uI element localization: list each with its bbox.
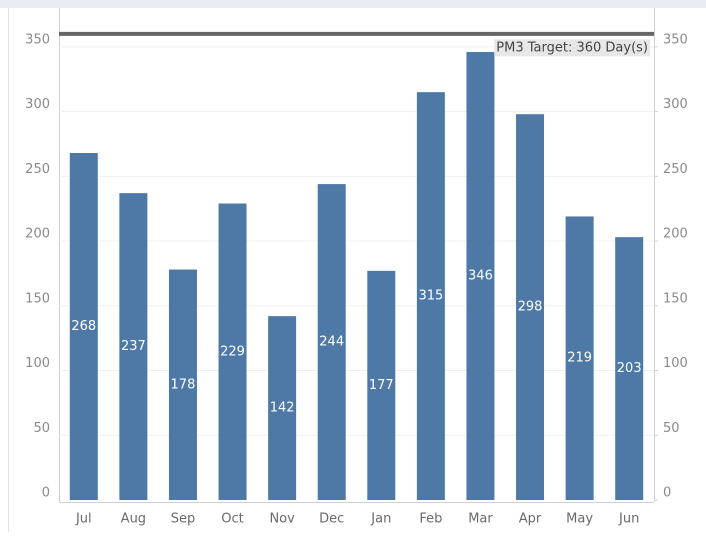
y-tick-label: 250 [25, 162, 50, 177]
bar [565, 216, 594, 500]
x-tick-label: Aug [121, 512, 146, 527]
data-label: 219 [567, 351, 592, 366]
data-label: 142 [270, 401, 295, 416]
data-label: 177 [369, 378, 394, 393]
target-label: PM3 Target: 360 Day(s) [496, 40, 648, 55]
data-label: 315 [418, 289, 443, 304]
bar [615, 237, 644, 500]
data-label: 229 [220, 344, 245, 359]
y-tick-label: 150 [25, 291, 50, 306]
data-label: 203 [617, 361, 642, 376]
y2-tick-label: 150 [663, 291, 688, 306]
bar [466, 52, 495, 500]
bar [516, 114, 545, 500]
y2-tick-label: 300 [663, 97, 688, 112]
target-label-bg [494, 39, 650, 57]
y2-tick-label: 350 [663, 32, 688, 47]
y2-tick-label: 100 [663, 356, 688, 371]
y2-tick-label: 50 [663, 421, 680, 436]
x-tick-label: May [566, 512, 593, 527]
y2-tick-label: 200 [663, 227, 688, 242]
y-tick-label: 50 [33, 421, 50, 436]
y2-tick-label: 0 [663, 486, 671, 501]
bar [69, 153, 98, 500]
y-tick-label: 200 [25, 227, 50, 242]
x-tick-label: Dec [319, 512, 344, 527]
x-tick-label: Jul [75, 512, 92, 527]
bar [168, 269, 197, 500]
y2-tick-label: 250 [663, 162, 688, 177]
y-tick-label: 0 [42, 486, 50, 501]
x-tick-label: Mar [468, 512, 493, 527]
data-label: 268 [71, 319, 96, 334]
x-tick-label: Feb [419, 512, 442, 527]
x-tick-label: Apr [519, 512, 542, 527]
x-tick-label: Jun [618, 512, 639, 527]
top-band [0, 0, 706, 8]
x-tick-label: Nov [269, 512, 295, 527]
y-tick-label: 300 [25, 97, 50, 112]
data-label: 346 [468, 269, 493, 284]
bar [416, 92, 445, 500]
bar [218, 203, 247, 501]
target-annotation: PM3 Target: 360 Day(s) [494, 39, 650, 57]
data-label: 178 [171, 377, 196, 392]
x-tick-label: Jan [370, 512, 391, 527]
bar [119, 193, 148, 500]
x-tick-label: Sep [171, 512, 196, 527]
bar [367, 270, 396, 500]
data-label: 237 [121, 339, 146, 354]
x-tick-label: Oct [221, 512, 243, 527]
y-tick-label: 100 [25, 356, 50, 371]
bar [317, 184, 346, 500]
bar [268, 316, 297, 500]
y-tick-label: 350 [25, 32, 50, 47]
data-label: 298 [518, 300, 543, 315]
data-label: 244 [319, 335, 344, 350]
